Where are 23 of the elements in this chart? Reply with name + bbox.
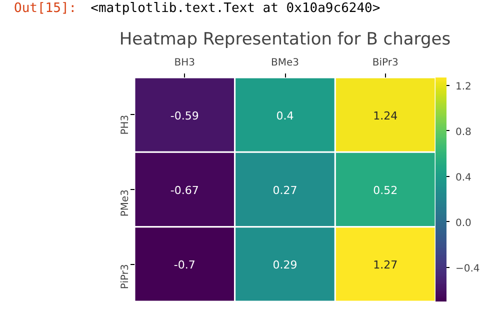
text: <matplotlib.text.Text at 0x10a9c6240> xyxy=(90,1,380,16)
color-bar-label: 0.0 xyxy=(456,218,472,229)
y-tick-label: PMe3 xyxy=(120,189,131,217)
data-label: 0.52 xyxy=(373,184,398,197)
data-label: 0.29 xyxy=(272,258,298,272)
y-tick-label: PH3 xyxy=(120,114,131,135)
y-tick-label: PiPr3 xyxy=(120,264,131,290)
data-label: -0.7 xyxy=(174,258,196,272)
chart-title: Heatmap Representation for B charges xyxy=(119,30,451,50)
data-label: -0.59 xyxy=(170,109,199,122)
x-tick-label: BMe3 xyxy=(271,58,300,68)
text: Out[15]: xyxy=(14,1,77,16)
data-label: -0.67 xyxy=(170,184,199,197)
data-label: 1.24 xyxy=(373,109,398,122)
color-bar-label: −0.4 xyxy=(456,263,480,274)
x-tick-label: BiPr3 xyxy=(372,58,398,68)
data-label: 0.4 xyxy=(276,109,294,122)
color-bar-label: 0.8 xyxy=(456,126,472,138)
data-label: 0.27 xyxy=(272,184,298,197)
data-label: 1.27 xyxy=(373,258,398,272)
color-bar-label: 0.4 xyxy=(456,172,472,184)
color-bar-label: 1.2 xyxy=(456,81,472,92)
x-tick-label: BH3 xyxy=(174,58,196,68)
